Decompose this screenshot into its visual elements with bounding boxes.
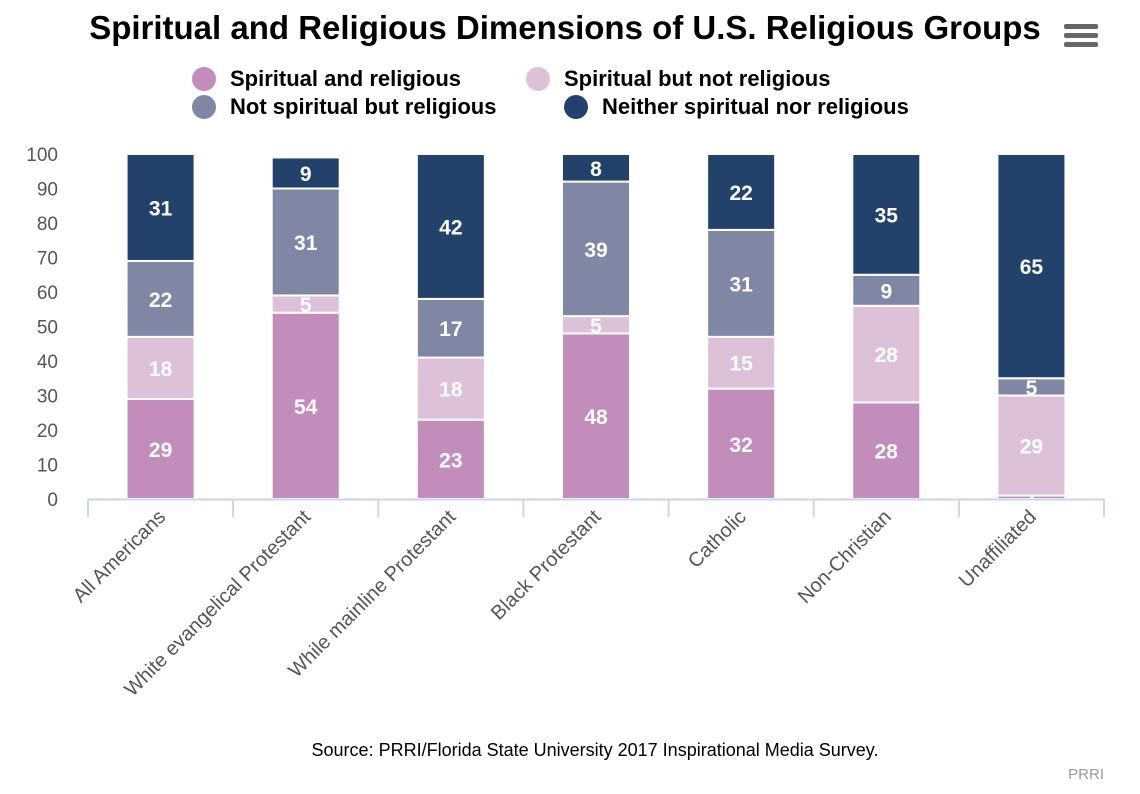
data-label: 32	[729, 434, 752, 457]
data-label: 39	[584, 239, 607, 262]
data-label: 65	[1020, 256, 1044, 279]
bar-segment[interactable]	[270, 187, 341, 297]
legend-label: Spiritual but not religious	[564, 66, 831, 91]
bar-segment[interactable]	[706, 387, 777, 501]
y-tick-label: 20	[37, 421, 58, 442]
y-tick-label: 60	[37, 283, 58, 304]
data-label: 22	[149, 289, 172, 312]
y-tick-label: 40	[37, 352, 58, 373]
legend-swatch	[192, 67, 216, 91]
x-tick-label: Black Protestant	[487, 506, 606, 625]
data-label: 23	[439, 449, 462, 472]
bar-segment[interactable]	[851, 304, 922, 404]
y-tick-label: 100	[26, 145, 58, 166]
data-label: 31	[294, 232, 318, 255]
bar-segment[interactable]	[706, 153, 777, 231]
chart-title: Spiritual and Religious Dimensions of U.…	[89, 9, 1041, 46]
legend-swatch	[192, 95, 216, 119]
bar-segment[interactable]	[996, 394, 1067, 497]
data-label: 28	[875, 344, 899, 367]
data-label: 35	[875, 204, 899, 227]
data-label: 5	[590, 315, 602, 338]
data-label: 18	[439, 379, 463, 402]
data-label: 9	[880, 280, 892, 303]
y-tick-label: 80	[37, 214, 58, 235]
bar-segment[interactable]	[996, 153, 1067, 380]
data-label: 18	[149, 358, 173, 381]
y-tick-label: 70	[37, 249, 58, 270]
bar-segment[interactable]	[270, 311, 341, 501]
bar-segment[interactable]	[270, 156, 341, 190]
data-label: 17	[439, 318, 462, 341]
x-tick-label: While mainline Protestant	[284, 506, 460, 682]
data-label: 5	[300, 294, 312, 317]
hamburger-menu-icon[interactable]	[1062, 22, 1100, 50]
data-label: 48	[584, 406, 608, 429]
bar-segment[interactable]	[415, 153, 486, 300]
legend-item-not-spiritual-religious[interactable]: Not spiritual but religious	[192, 94, 496, 120]
bar-segment[interactable]	[706, 228, 777, 338]
x-tick-label: Non-Christian	[794, 506, 896, 608]
bar-segment[interactable]	[125, 335, 196, 400]
data-label: 29	[1020, 436, 1043, 459]
legend-label: Neither spiritual nor religious	[602, 94, 909, 119]
bar-segment[interactable]	[851, 153, 922, 276]
y-tick-label: 90	[37, 180, 58, 201]
chart-credit: PRRI	[1068, 766, 1104, 783]
data-label: 5	[1026, 377, 1038, 400]
legend-item-spiritual-and-religious[interactable]: Spiritual and religious	[192, 66, 461, 92]
bar-segment[interactable]	[415, 356, 486, 421]
data-label: 22	[729, 182, 752, 205]
legend-label: Spiritual and religious	[230, 66, 462, 91]
legend-swatch	[526, 67, 550, 91]
data-label: 28	[875, 441, 899, 464]
legend-item-neither[interactable]: Neither spiritual nor religious	[564, 94, 909, 120]
legend-item-spiritual-not-religious[interactable]: Spiritual but not religious	[526, 66, 830, 92]
bar-segment[interactable]	[125, 153, 196, 262]
bar-segment[interactable]	[851, 273, 922, 307]
bar-segment[interactable]	[415, 418, 486, 500]
legend-label: Not spiritual but religious	[230, 94, 497, 119]
bar-segment[interactable]	[561, 332, 631, 500]
data-label: 9	[300, 163, 312, 186]
chart-source: Source: PRRI/Florida State University 20…	[311, 740, 879, 760]
data-label: 54	[294, 396, 318, 419]
y-tick-label: 50	[37, 318, 58, 339]
data-label: 8	[590, 158, 602, 181]
y-tick-label: 10	[37, 456, 58, 477]
bar-segment[interactable]	[125, 259, 196, 338]
data-label: 31	[729, 273, 753, 296]
bar-segment[interactable]	[561, 180, 631, 318]
data-label: 31	[149, 197, 173, 220]
data-label: 15	[729, 353, 753, 376]
bar-segment[interactable]	[125, 397, 196, 501]
x-tick-label: All Americans	[69, 506, 170, 607]
data-label: 29	[149, 439, 172, 462]
x-tick-label: Unaffiliated	[955, 506, 1041, 592]
bar-segment[interactable]	[415, 297, 486, 359]
y-tick-label: 0	[47, 490, 58, 511]
y-tick-label: 30	[37, 387, 58, 408]
data-label: 42	[439, 216, 462, 239]
x-tick-label: Catholic	[684, 506, 751, 573]
bar-segment[interactable]	[851, 401, 922, 500]
bar-segment[interactable]	[561, 153, 631, 183]
legend-swatch	[564, 95, 588, 119]
